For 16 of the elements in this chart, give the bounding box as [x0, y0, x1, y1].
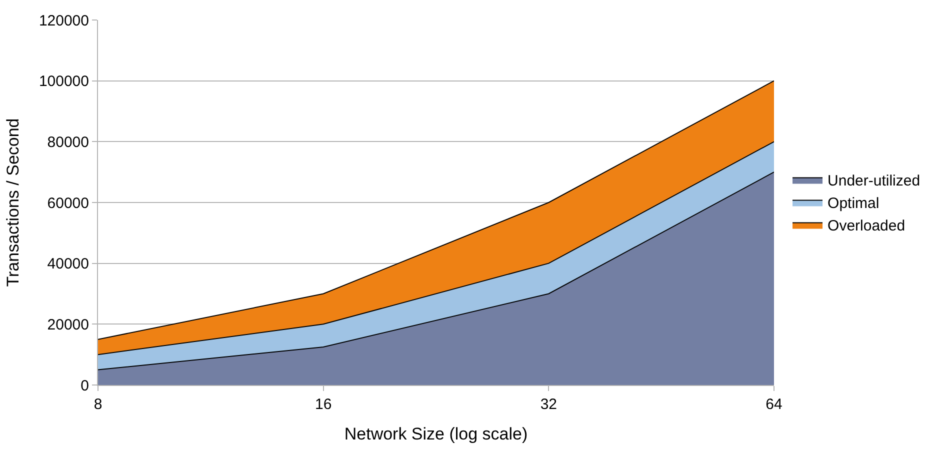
legend-label: Optimal: [828, 195, 880, 212]
y-tick-label: 60000: [47, 194, 89, 212]
x-tick-label: 32: [540, 396, 558, 413]
x-tick-label: 16: [314, 396, 332, 413]
y-tick-label: 0: [80, 377, 89, 394]
y-tick-label: 120000: [38, 12, 89, 30]
x-tick-label: 8: [94, 396, 102, 413]
y-tick-label: 40000: [47, 256, 89, 273]
x-axis-title: Network Size (log scale): [344, 424, 528, 444]
legend-label: Under-utilized: [828, 172, 920, 190]
legend-label: Overloaded: [828, 218, 906, 235]
y-tick-label: 20000: [47, 316, 89, 334]
y-axis-title: Transactions / Second: [3, 118, 22, 287]
y-tick-label: 80000: [47, 134, 89, 151]
x-tick-label: 64: [766, 396, 782, 413]
y-tick-label: 100000: [38, 73, 89, 90]
